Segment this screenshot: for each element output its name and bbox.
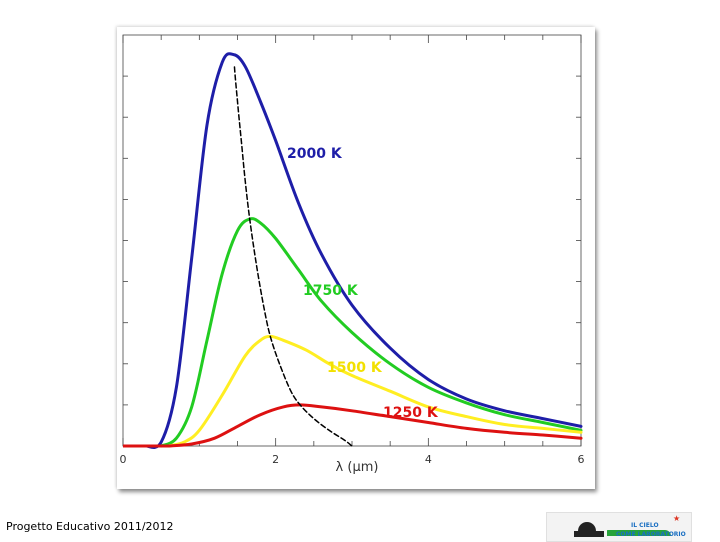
logo-text-line1: IL CIELO (631, 522, 659, 529)
observatory-dome-icon (578, 522, 596, 532)
series-line-2000-k (144, 52, 583, 449)
footer-text: Progetto Educativo 2011/2012 (6, 520, 174, 533)
logo-il-cielo-come-laboratorio: ★ IL CIELO COME LABORATORIO (546, 512, 692, 542)
series-label: 1500 K (327, 360, 383, 376)
series-line-1750-k (159, 217, 583, 448)
observatory-base-icon (574, 531, 604, 537)
series-label: 2000 K (287, 146, 343, 162)
plot-frame (122, 34, 582, 447)
figure-frame: 0 2 4 6 λ (μm) 2000 K 1750 K 1500 K 1250 K (117, 27, 595, 489)
star-icon: ★ (673, 514, 681, 523)
series-layer (123, 52, 583, 449)
series-label: 1750 K (303, 283, 359, 299)
series-line-1500-k (167, 334, 583, 448)
x-axis-label: λ (μm) (336, 460, 379, 475)
series-label: 1250 K (383, 405, 439, 421)
x-tick-label: 0 (120, 453, 127, 466)
labels-layer: 2000 K 1750 K 1500 K 1250 K (287, 146, 439, 421)
peak-wavelength-locus-line (233, 65, 353, 447)
x-tick-label: 6 (578, 453, 585, 466)
logo-text-line2: COME LABORATORIO (616, 531, 686, 538)
x-tick-label: 4 (425, 453, 432, 466)
series-line-1250-k (167, 403, 583, 448)
axes: 0 2 4 6 λ (μm) (120, 34, 585, 475)
hill-icon (607, 530, 671, 536)
x-tick-label: 2 (272, 453, 279, 466)
chart-plot: 0 2 4 6 λ (μm) 2000 K 1750 K 1500 K 1250 K (120, 34, 585, 475)
